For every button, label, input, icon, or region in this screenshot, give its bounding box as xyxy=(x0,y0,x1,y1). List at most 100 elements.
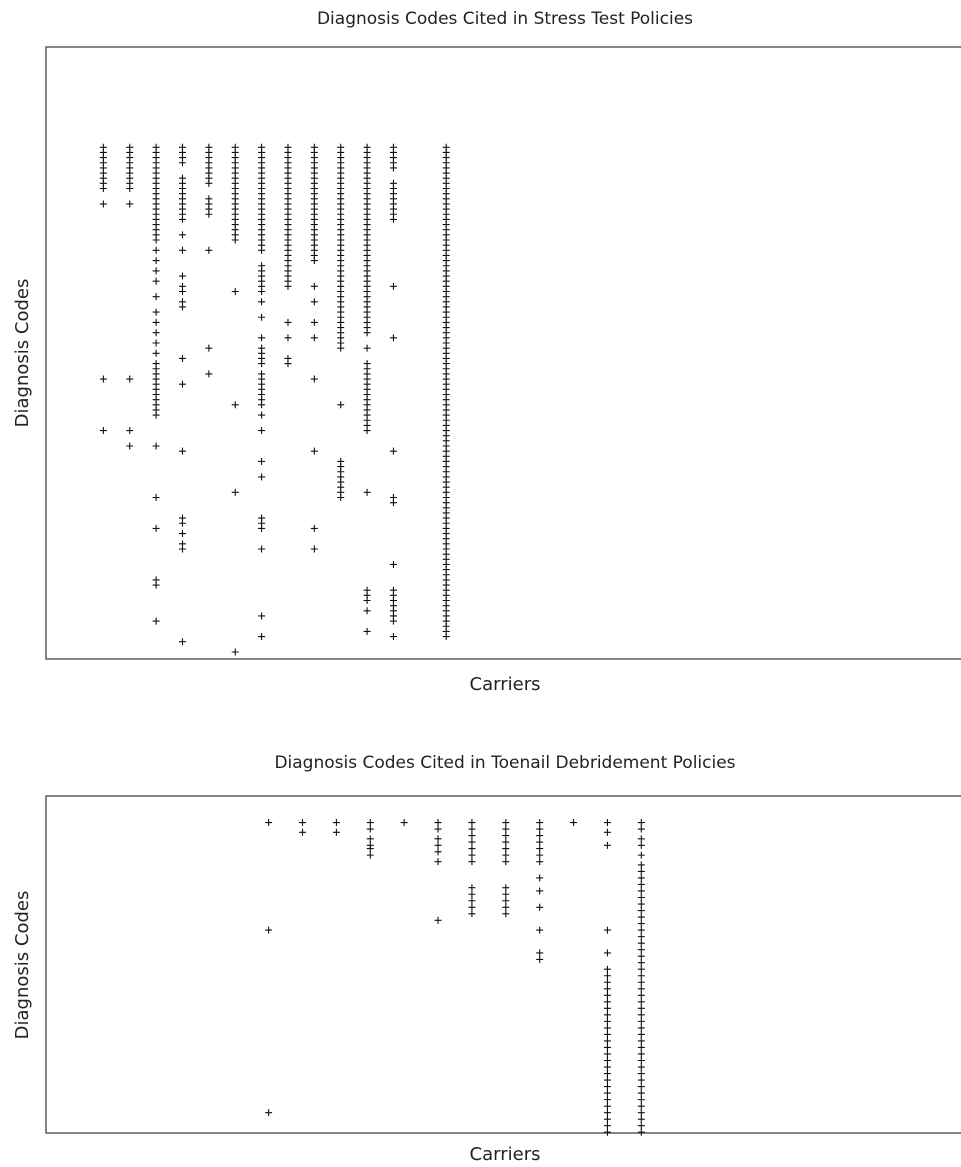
data-point xyxy=(570,819,578,827)
data-point xyxy=(152,293,160,301)
data-point xyxy=(468,903,476,911)
data-point xyxy=(258,473,266,481)
data-point xyxy=(603,1011,611,1019)
data-point xyxy=(178,215,186,223)
data-point xyxy=(258,313,266,321)
data-point xyxy=(637,926,645,934)
data-point xyxy=(502,903,510,911)
data-point xyxy=(603,1024,611,1032)
data-point xyxy=(536,955,544,963)
data-point xyxy=(637,907,645,915)
data-point xyxy=(152,308,160,316)
data-point xyxy=(468,890,476,898)
data-point xyxy=(468,884,476,892)
data-point xyxy=(637,1089,645,1097)
data-point xyxy=(363,427,371,435)
data-point xyxy=(637,1122,645,1130)
data-point xyxy=(468,832,476,840)
scatter-marks xyxy=(99,143,450,656)
data-point xyxy=(152,329,160,337)
data-point xyxy=(637,894,645,901)
data-point xyxy=(363,607,371,615)
data-point xyxy=(502,890,510,898)
data-point xyxy=(178,545,186,553)
data-point xyxy=(637,1004,645,1012)
data-point xyxy=(603,841,611,849)
data-point xyxy=(265,926,273,934)
data-point xyxy=(366,845,374,853)
data-point xyxy=(468,845,476,853)
data-point xyxy=(205,179,213,187)
data-point xyxy=(152,524,160,532)
data-point xyxy=(258,411,266,419)
chart-title: Diagnosis Codes Cited in Toenail Debride… xyxy=(274,753,735,773)
data-point xyxy=(152,246,160,254)
data-point xyxy=(536,825,544,833)
data-point xyxy=(258,612,266,620)
plot-frame xyxy=(45,795,961,1134)
data-point xyxy=(468,825,476,833)
data-point xyxy=(637,933,645,941)
data-point xyxy=(389,633,397,641)
data-point xyxy=(99,185,107,192)
data-point xyxy=(310,447,318,455)
data-point xyxy=(502,851,510,859)
data-point xyxy=(637,913,645,921)
data-point xyxy=(205,344,213,352)
data-point xyxy=(637,978,645,986)
data-point xyxy=(99,200,107,208)
data-point xyxy=(603,1050,611,1058)
data-point xyxy=(637,1017,645,1025)
data-point xyxy=(258,524,266,532)
data-point xyxy=(434,916,442,924)
data-point xyxy=(603,1030,611,1038)
data-point xyxy=(258,288,266,295)
data-point xyxy=(603,1128,611,1136)
data-point xyxy=(366,819,374,827)
x-axis-label: Carriers xyxy=(470,674,541,695)
data-point xyxy=(152,267,160,275)
data-point xyxy=(637,887,645,895)
data-point xyxy=(258,457,266,465)
data-point xyxy=(603,1102,611,1110)
data-point xyxy=(536,926,544,934)
data-point xyxy=(637,1024,645,1032)
data-point xyxy=(603,949,611,957)
data-point xyxy=(603,965,611,973)
data-point xyxy=(637,835,645,843)
data-point xyxy=(258,633,266,641)
data-point xyxy=(389,164,397,172)
plot-frame xyxy=(45,46,961,660)
data-point xyxy=(126,200,134,208)
data-point xyxy=(637,819,645,827)
y-axis-label: Diagnosis Codes xyxy=(12,279,33,428)
data-point xyxy=(536,874,544,882)
data-point xyxy=(363,627,371,635)
data-point xyxy=(258,401,266,409)
data-point xyxy=(603,1043,611,1051)
data-point xyxy=(536,887,544,895)
data-point xyxy=(363,488,371,496)
data-point xyxy=(152,318,160,326)
data-point xyxy=(603,985,611,993)
data-point xyxy=(231,236,239,244)
data-point xyxy=(468,910,476,918)
data-point xyxy=(637,1083,645,1091)
data-point xyxy=(637,1050,645,1058)
data-point xyxy=(434,835,442,843)
data-point xyxy=(99,375,107,383)
data-point xyxy=(637,920,645,928)
data-point xyxy=(434,841,442,849)
data-point xyxy=(603,991,611,999)
data-point xyxy=(536,838,544,846)
data-point xyxy=(637,1109,645,1117)
data-point xyxy=(126,185,134,192)
data-point xyxy=(231,488,239,496)
data-point xyxy=(603,1083,611,1091)
data-point xyxy=(468,851,476,859)
data-point xyxy=(637,1063,645,1071)
data-point xyxy=(126,375,134,383)
data-point xyxy=(603,1037,611,1045)
data-point xyxy=(389,499,397,507)
